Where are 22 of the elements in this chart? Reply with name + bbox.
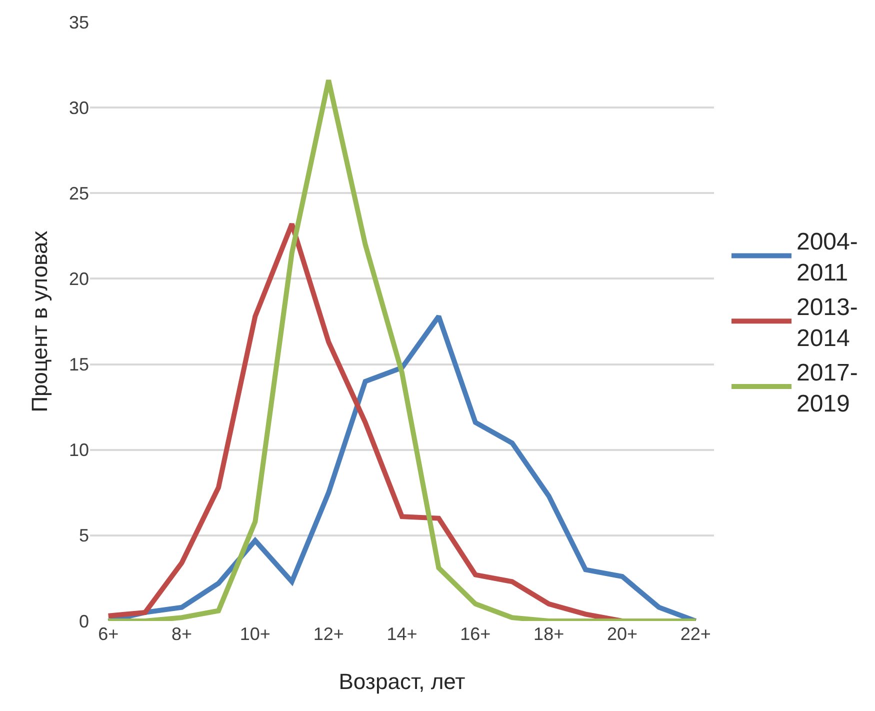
- y-tick-label: 15: [68, 354, 89, 375]
- x-axis-title: Возраст, лет: [338, 668, 466, 694]
- legend-label: 2017-2019: [796, 359, 858, 418]
- legend-label: 2004-2011: [796, 228, 858, 287]
- y-tick-label: 5: [78, 526, 89, 546]
- y-tick-label: 0: [78, 611, 89, 632]
- x-tick-label: 20+: [606, 624, 638, 644]
- x-tick-label: 18+: [534, 624, 564, 644]
- y-tick-label: 30: [68, 98, 89, 118]
- legend-label: 2013-2014: [796, 294, 858, 352]
- y-tick-label: 25: [68, 183, 89, 204]
- y-axis-title: Процент в уловах: [26, 230, 52, 412]
- y-tick-label: 20: [68, 269, 89, 290]
- x-tick-label: 22+: [680, 624, 711, 644]
- x-tick-label: 12+: [313, 624, 344, 644]
- y-tick-label: 10: [68, 440, 89, 460]
- x-tick-label: 8+: [171, 624, 192, 644]
- x-tick-label: 10+: [240, 624, 270, 644]
- x-tick-label: 6+: [98, 624, 119, 644]
- y-tick-label: 35: [68, 12, 89, 32]
- x-tick-label: 16+: [460, 624, 491, 644]
- x-tick-label: 14+: [386, 624, 418, 644]
